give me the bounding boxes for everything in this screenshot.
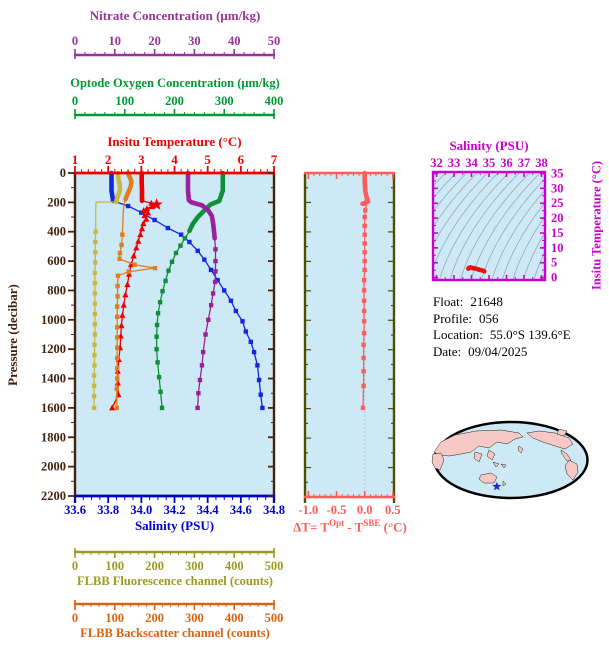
svg-text:800: 800	[47, 283, 66, 297]
svg-text:1600: 1600	[41, 401, 66, 415]
svg-text:2000: 2000	[41, 460, 66, 474]
svg-text:300: 300	[185, 611, 204, 625]
svg-text:30: 30	[551, 181, 564, 195]
date-value: 09/04/2025	[468, 343, 528, 359]
profile-number-row: Profile: 056	[433, 310, 499, 326]
svg-text:-1.0: -1.0	[298, 503, 318, 517]
float-id-value: 21648	[470, 294, 503, 309]
svg-text:200: 200	[145, 611, 164, 625]
svg-text:33.6: 33.6	[64, 503, 86, 517]
temperature-axis-title: Insitu Temperature (°C)	[107, 134, 242, 149]
svg-text:0: 0	[72, 34, 78, 48]
svg-text:33.8: 33.8	[97, 503, 119, 517]
svg-text:34.4: 34.4	[197, 503, 220, 517]
svg-text:400: 400	[225, 611, 244, 625]
delta-t-axis-title: ΔT= TOpt - TSBE (°C)	[293, 518, 407, 535]
svg-text:1400: 1400	[41, 372, 66, 386]
svg-text:34.8: 34.8	[263, 503, 285, 517]
float-position-star	[492, 481, 502, 491]
svg-text:0.5: 0.5	[385, 503, 401, 517]
svg-text:1200: 1200	[41, 342, 66, 356]
svg-text:20: 20	[551, 211, 564, 225]
svg-text:40: 40	[228, 34, 241, 48]
svg-text:0.0: 0.0	[357, 503, 373, 517]
svg-text:6: 6	[238, 152, 245, 167]
ts-salinity-axis-title: Salinity (PSU)	[449, 138, 529, 153]
svg-text:34.2: 34.2	[164, 503, 186, 517]
svg-text:500: 500	[265, 559, 284, 573]
location-value: 55.0°S 139.6°E	[489, 327, 571, 342]
svg-text:10: 10	[551, 241, 564, 255]
svg-text:4: 4	[171, 152, 178, 167]
svg-text:1800: 1800	[41, 430, 66, 444]
svg-text:500: 500	[265, 611, 284, 625]
svg-text:25: 25	[551, 196, 564, 210]
world-map	[431, 420, 589, 500]
svg-text:200: 200	[47, 195, 66, 209]
svg-text:35: 35	[551, 166, 564, 180]
svg-text:400: 400	[47, 225, 66, 239]
svg-text:35: 35	[483, 156, 496, 170]
svg-text:0: 0	[72, 559, 78, 573]
svg-text:100: 100	[105, 559, 124, 573]
svg-text:33: 33	[448, 156, 461, 170]
svg-text:400: 400	[265, 94, 284, 108]
svg-text:15: 15	[551, 226, 564, 240]
map-land	[431, 428, 579, 487]
svg-text:32: 32	[430, 156, 443, 170]
svg-text:100: 100	[105, 611, 124, 625]
svg-text:10: 10	[109, 34, 122, 48]
svg-text:34: 34	[465, 156, 478, 170]
svg-text:200: 200	[165, 94, 184, 108]
svg-text:34.0: 34.0	[130, 503, 152, 517]
svg-text:5: 5	[551, 256, 557, 270]
float-id-row: Float: 21648	[433, 294, 503, 309]
oxygen-axis-title: Optode Oxygen Concentration (μm/kg)	[70, 76, 280, 90]
svg-text:0: 0	[72, 94, 78, 108]
svg-text:34.6: 34.6	[230, 503, 252, 517]
svg-text:0: 0	[60, 166, 66, 180]
svg-text:300: 300	[185, 559, 204, 573]
svg-text:37: 37	[518, 156, 531, 170]
svg-text:300: 300	[215, 94, 234, 108]
date-row: Date: 09/04/2025	[433, 343, 528, 359]
svg-text:20: 20	[148, 34, 161, 48]
pressure-axis-title: Pressure (decibar)	[5, 284, 20, 386]
svg-text:3: 3	[138, 152, 145, 167]
svg-text:200: 200	[145, 559, 164, 573]
location-row: Location: 55.0°S 139.6°E	[433, 327, 571, 342]
svg-text:2: 2	[105, 152, 112, 167]
svg-text:0: 0	[72, 611, 78, 625]
svg-text:0: 0	[551, 271, 557, 285]
svg-text:400: 400	[225, 559, 244, 573]
backscatter-axis-title: FLBB Backscatter channel (counts)	[80, 626, 270, 640]
svg-text:5: 5	[204, 152, 211, 167]
svg-text:50: 50	[268, 34, 281, 48]
svg-text:2200: 2200	[41, 489, 66, 503]
svg-text:-0.5: -0.5	[327, 503, 347, 517]
svg-text:38: 38	[535, 156, 548, 170]
svg-text:600: 600	[47, 254, 66, 268]
profile-number-value: 056	[479, 310, 499, 326]
float-info: Float: 21648 Profile: 056 Location: 55.0°S …	[433, 294, 571, 360]
svg-text:30: 30	[188, 34, 201, 48]
fluorescence-axis-title: FLBB Fluorescence channel (counts)	[77, 574, 273, 588]
svg-text:36: 36	[500, 156, 513, 170]
salinity-axis-title: Salinity (PSU)	[134, 518, 215, 533]
svg-text:1000: 1000	[41, 313, 66, 327]
svg-text:100: 100	[115, 94, 134, 108]
svg-text:7: 7	[271, 152, 278, 167]
ts-temperature-axis-title: Insitu Temperature (°C)	[589, 160, 604, 291]
svg-text:1: 1	[72, 152, 79, 167]
nitrate-axis-title: Nitrate Concentration (μm/kg)	[89, 8, 261, 23]
